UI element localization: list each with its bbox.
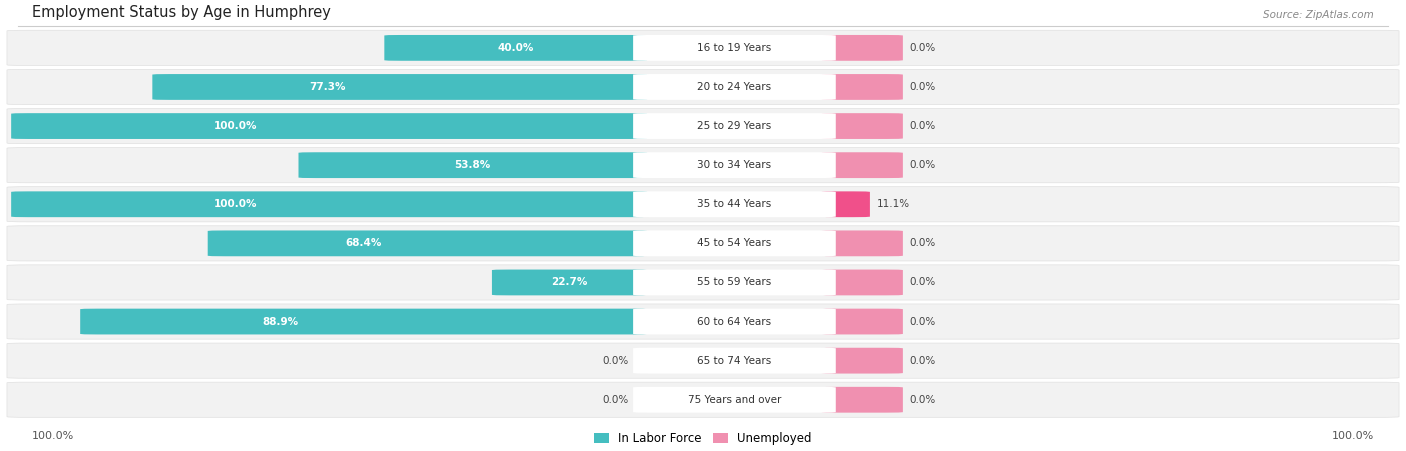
FancyBboxPatch shape	[633, 387, 835, 413]
Text: 77.3%: 77.3%	[309, 82, 346, 92]
FancyBboxPatch shape	[821, 152, 903, 178]
Text: 100.0%: 100.0%	[214, 121, 257, 131]
FancyBboxPatch shape	[633, 35, 835, 61]
Text: 20 to 24 Years: 20 to 24 Years	[697, 82, 772, 92]
FancyBboxPatch shape	[821, 270, 903, 295]
FancyBboxPatch shape	[7, 343, 1399, 378]
FancyBboxPatch shape	[821, 348, 903, 373]
FancyBboxPatch shape	[7, 109, 1399, 144]
FancyBboxPatch shape	[152, 74, 647, 100]
FancyBboxPatch shape	[821, 308, 903, 335]
Text: 25 to 29 Years: 25 to 29 Years	[697, 121, 772, 131]
FancyBboxPatch shape	[7, 226, 1399, 261]
Text: 16 to 19 Years: 16 to 19 Years	[697, 43, 772, 53]
FancyBboxPatch shape	[633, 348, 835, 373]
FancyBboxPatch shape	[208, 230, 647, 256]
FancyBboxPatch shape	[298, 152, 647, 178]
FancyBboxPatch shape	[7, 382, 1399, 417]
Text: 55 to 59 Years: 55 to 59 Years	[697, 277, 772, 287]
Text: 0.0%: 0.0%	[603, 356, 628, 366]
FancyBboxPatch shape	[821, 35, 903, 61]
Text: Source: ZipAtlas.com: Source: ZipAtlas.com	[1263, 10, 1374, 20]
FancyBboxPatch shape	[633, 308, 835, 335]
Text: 0.0%: 0.0%	[910, 277, 936, 287]
Text: 0.0%: 0.0%	[910, 239, 936, 249]
Text: 100.0%: 100.0%	[214, 199, 257, 209]
FancyBboxPatch shape	[384, 35, 647, 61]
Text: 100.0%: 100.0%	[32, 431, 75, 441]
Text: 40.0%: 40.0%	[498, 43, 534, 53]
Text: 0.0%: 0.0%	[910, 82, 936, 92]
Text: 45 to 54 Years: 45 to 54 Years	[697, 239, 772, 249]
FancyBboxPatch shape	[633, 113, 835, 139]
FancyBboxPatch shape	[7, 30, 1399, 65]
FancyBboxPatch shape	[633, 270, 835, 295]
Text: 75 Years and over: 75 Years and over	[688, 395, 782, 405]
FancyBboxPatch shape	[633, 152, 835, 178]
FancyBboxPatch shape	[11, 113, 647, 139]
Text: 0.0%: 0.0%	[910, 160, 936, 170]
FancyBboxPatch shape	[80, 308, 647, 335]
FancyBboxPatch shape	[821, 230, 903, 256]
FancyBboxPatch shape	[7, 187, 1399, 222]
FancyBboxPatch shape	[821, 191, 870, 217]
FancyBboxPatch shape	[7, 69, 1399, 105]
FancyBboxPatch shape	[821, 113, 903, 139]
FancyBboxPatch shape	[7, 147, 1399, 183]
FancyBboxPatch shape	[821, 387, 903, 413]
Text: 30 to 34 Years: 30 to 34 Years	[697, 160, 772, 170]
FancyBboxPatch shape	[633, 74, 835, 100]
FancyBboxPatch shape	[633, 191, 835, 217]
Text: 68.4%: 68.4%	[346, 239, 382, 249]
Text: 0.0%: 0.0%	[910, 43, 936, 53]
Text: 65 to 74 Years: 65 to 74 Years	[697, 356, 772, 366]
Text: 0.0%: 0.0%	[603, 395, 628, 405]
FancyBboxPatch shape	[7, 265, 1399, 300]
FancyBboxPatch shape	[7, 304, 1399, 339]
Text: 100.0%: 100.0%	[1331, 431, 1374, 441]
FancyBboxPatch shape	[492, 270, 647, 295]
FancyBboxPatch shape	[11, 191, 647, 217]
Text: 35 to 44 Years: 35 to 44 Years	[697, 199, 772, 209]
Text: 22.7%: 22.7%	[551, 277, 588, 287]
Text: 11.1%: 11.1%	[877, 199, 910, 209]
FancyBboxPatch shape	[633, 230, 835, 256]
Text: 88.9%: 88.9%	[263, 317, 298, 327]
Text: 0.0%: 0.0%	[910, 395, 936, 405]
Legend: In Labor Force, Unemployed: In Labor Force, Unemployed	[589, 428, 817, 450]
Text: Employment Status by Age in Humphrey: Employment Status by Age in Humphrey	[32, 5, 330, 20]
Text: 0.0%: 0.0%	[910, 317, 936, 327]
Text: 0.0%: 0.0%	[910, 121, 936, 131]
FancyBboxPatch shape	[821, 74, 903, 100]
Text: 53.8%: 53.8%	[454, 160, 491, 170]
Text: 0.0%: 0.0%	[910, 356, 936, 366]
Text: 60 to 64 Years: 60 to 64 Years	[697, 317, 772, 327]
